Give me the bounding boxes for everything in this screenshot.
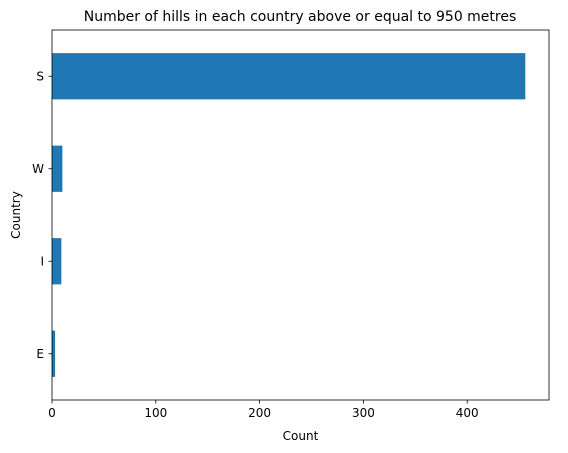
bar-e	[52, 330, 56, 377]
chart-title: Number of hills in each country above or…	[84, 9, 517, 25]
x-tick-label: 200	[248, 406, 271, 420]
x-axis-label: Count	[283, 429, 319, 443]
y-tick-label: I	[40, 254, 44, 268]
x-tick-label: 400	[456, 406, 479, 420]
y-tick-label: E	[36, 347, 44, 361]
y-axis-label: Country	[9, 191, 23, 239]
plot-frame	[51, 29, 550, 401]
y-tick-label: S	[36, 69, 44, 83]
x-tick-label: 100	[144, 406, 167, 420]
y-axis-ticks: E I W S	[32, 69, 52, 361]
x-tick-label: 0	[48, 406, 56, 420]
x-tick-label: 300	[352, 406, 375, 420]
bar-i	[52, 238, 62, 285]
x-axis-ticks: 0 100 200 300 400	[48, 400, 479, 420]
bars-group	[52, 53, 526, 377]
bar-w	[52, 145, 63, 192]
bar-s	[52, 53, 526, 100]
y-tick-label: W	[32, 162, 44, 176]
